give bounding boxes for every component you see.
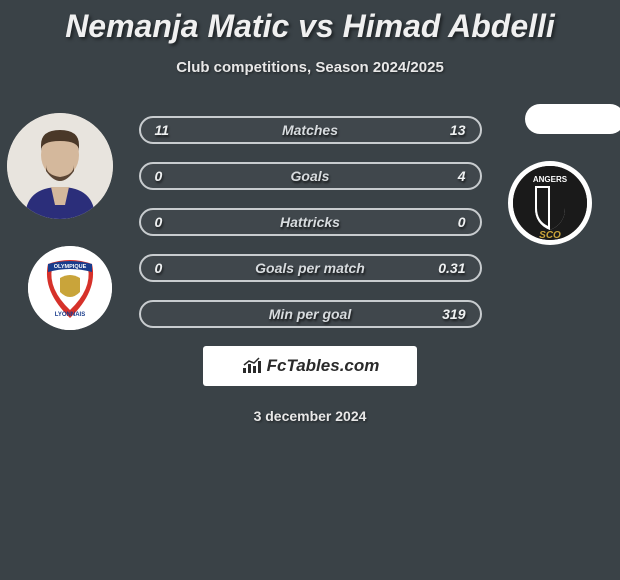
subtitle: Club competitions, Season 2024/2025 (0, 59, 620, 76)
svg-text:SCO: SCO (539, 230, 561, 240)
stat-label: Goals per match (255, 260, 365, 276)
stat-label: Goals (291, 168, 330, 184)
stat-right-value: 319 (436, 306, 466, 322)
stat-left-value: 0 (155, 260, 185, 276)
stat-label: Min per goal (269, 306, 351, 322)
player-right-photo (525, 104, 620, 134)
angers-logo-icon: ANGERS SCO (513, 166, 587, 240)
stat-right-value: 0 (436, 214, 466, 230)
lyon-logo-icon: OLYMPIQUE LYONNAIS (28, 246, 112, 330)
page-title: Nemanja Matic vs Himad Abdelli (0, 0, 620, 45)
stat-rows: 11 Matches 13 0 Goals 4 0 Hattricks 0 0 … (139, 116, 482, 328)
brand-text: FcTables.com (267, 356, 380, 376)
stat-row-min-per-goal: Min per goal 319 (139, 300, 482, 328)
stat-row-matches: 11 Matches 13 (139, 116, 482, 144)
svg-text:LYONNAIS: LYONNAIS (55, 312, 85, 318)
stat-right-value: 4 (436, 168, 466, 184)
stat-row-goals: 0 Goals 4 (139, 162, 482, 190)
svg-text:OLYMPIQUE: OLYMPIQUE (54, 264, 87, 270)
player-left-avatar (7, 113, 113, 219)
brand-badge[interactable]: FcTables.com (203, 346, 417, 386)
club-left-logo: OLYMPIQUE LYONNAIS (28, 246, 112, 330)
chart-icon (241, 357, 263, 375)
stat-row-hattricks: 0 Hattricks 0 (139, 208, 482, 236)
stat-left-value: 0 (155, 214, 185, 230)
stat-right-value: 13 (436, 122, 466, 138)
club-right-logo: ANGERS SCO (508, 161, 592, 245)
comparison-area: OLYMPIQUE LYONNAIS ANGERS SCO 11 Matches… (0, 116, 620, 424)
stat-label: Hattricks (280, 214, 340, 230)
stat-row-goals-per-match: 0 Goals per match 0.31 (139, 254, 482, 282)
player-left-photo (7, 113, 113, 219)
stat-left-value: 11 (155, 122, 185, 138)
date-label: 3 december 2024 (0, 408, 620, 424)
stat-right-value: 0.31 (436, 260, 466, 276)
stat-left-value: 0 (155, 168, 185, 184)
stat-label: Matches (282, 122, 338, 138)
svg-text:ANGERS: ANGERS (533, 175, 568, 184)
